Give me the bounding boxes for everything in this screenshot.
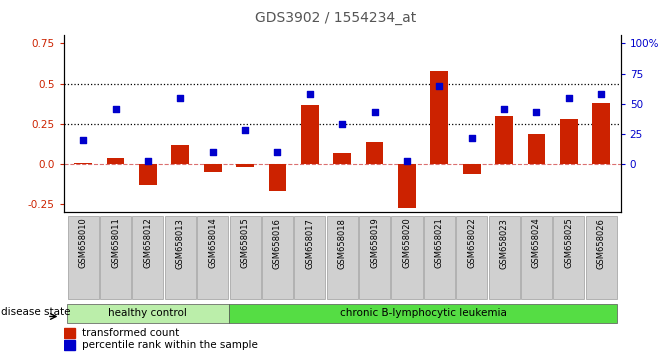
Point (466, 135, 477, 141)
Text: GSM658025: GSM658025 (564, 218, 573, 268)
Text: GSM658013: GSM658013 (176, 218, 185, 269)
Bar (107, 158, 124, 164)
Point (434, 83, 445, 88)
Bar (301, 104, 319, 164)
Text: GSM658020: GSM658020 (403, 218, 411, 268)
Bar (560, 119, 578, 164)
Text: GSM658024: GSM658024 (532, 218, 541, 268)
Point (402, 158, 413, 163)
Point (564, 95, 574, 101)
Text: GSM658023: GSM658023 (500, 218, 509, 269)
Point (207, 149, 218, 155)
Text: healthy control: healthy control (109, 308, 187, 318)
Point (337, 121, 348, 127)
FancyBboxPatch shape (327, 216, 358, 299)
Bar (139, 164, 157, 185)
FancyBboxPatch shape (488, 216, 519, 299)
Text: GSM658021: GSM658021 (435, 218, 444, 268)
FancyBboxPatch shape (100, 216, 131, 299)
FancyBboxPatch shape (391, 216, 423, 299)
Text: GSM658022: GSM658022 (467, 218, 476, 268)
Text: GSM658018: GSM658018 (338, 218, 347, 269)
Bar (398, 164, 416, 207)
Bar (171, 145, 189, 164)
Text: GSM658026: GSM658026 (597, 218, 606, 269)
Text: GSM658012: GSM658012 (144, 218, 152, 268)
Text: GSM658010: GSM658010 (79, 218, 88, 268)
FancyBboxPatch shape (229, 216, 260, 299)
Point (369, 109, 380, 115)
Text: percentile rank within the sample: percentile rank within the sample (82, 340, 258, 350)
Text: GSM658011: GSM658011 (111, 218, 120, 268)
FancyBboxPatch shape (359, 216, 390, 299)
FancyBboxPatch shape (197, 216, 228, 299)
FancyBboxPatch shape (132, 216, 164, 299)
Text: disease state: disease state (1, 307, 71, 317)
Bar (64, 327, 74, 338)
FancyBboxPatch shape (554, 216, 584, 299)
Text: transformed count: transformed count (82, 327, 179, 338)
Text: GSM658016: GSM658016 (273, 218, 282, 269)
Bar (64, 340, 74, 350)
FancyBboxPatch shape (521, 216, 552, 299)
FancyBboxPatch shape (67, 304, 229, 323)
Point (142, 158, 153, 163)
Point (272, 149, 282, 155)
Bar (268, 164, 287, 192)
FancyBboxPatch shape (586, 216, 617, 299)
Point (240, 127, 250, 133)
Text: GSM658019: GSM658019 (370, 218, 379, 268)
FancyBboxPatch shape (165, 216, 196, 299)
Bar (366, 142, 384, 164)
Point (78, 137, 89, 143)
Text: GSM658015: GSM658015 (241, 218, 250, 268)
Bar (527, 133, 546, 164)
Text: GSM658014: GSM658014 (208, 218, 217, 268)
FancyBboxPatch shape (424, 216, 455, 299)
Point (596, 91, 607, 97)
Point (531, 109, 542, 115)
Bar (495, 116, 513, 164)
Bar (204, 164, 221, 172)
Point (499, 106, 509, 112)
Bar (430, 71, 448, 164)
Bar (592, 103, 610, 164)
FancyBboxPatch shape (68, 216, 99, 299)
Point (175, 95, 186, 101)
Text: GDS3902 / 1554234_at: GDS3902 / 1554234_at (255, 11, 416, 25)
FancyBboxPatch shape (456, 216, 487, 299)
Bar (333, 153, 351, 164)
Text: GSM658017: GSM658017 (305, 218, 314, 269)
FancyBboxPatch shape (295, 216, 325, 299)
Point (305, 91, 315, 97)
Point (110, 106, 121, 112)
Bar (236, 164, 254, 167)
FancyBboxPatch shape (262, 216, 293, 299)
Bar (463, 164, 480, 174)
Bar (74, 162, 92, 164)
FancyBboxPatch shape (229, 304, 617, 323)
Text: chronic B-lymphocytic leukemia: chronic B-lymphocytic leukemia (340, 308, 507, 318)
